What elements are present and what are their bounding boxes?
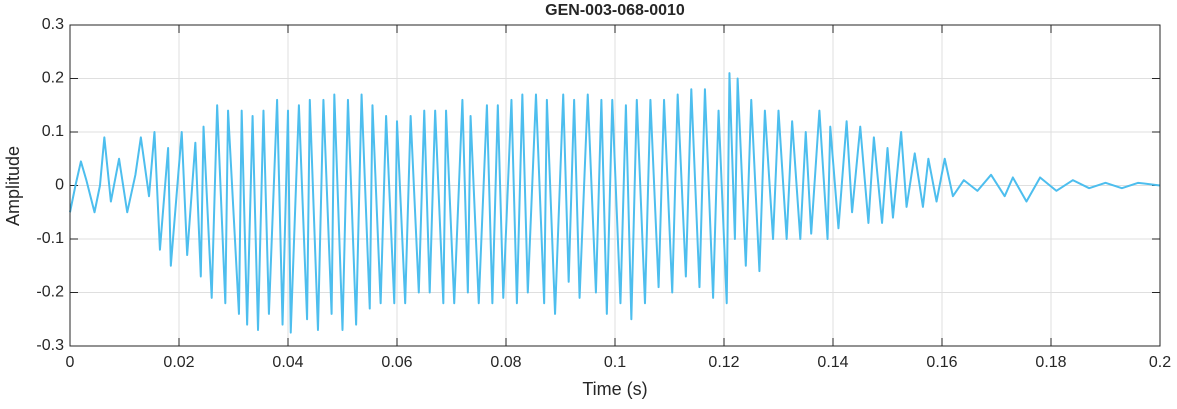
plot-frame — [69, 24, 1161, 347]
y-tick-label: 0.3 — [42, 16, 64, 33]
waveform-line — [69, 72, 1161, 334]
y-tick-label: 0.1 — [42, 123, 64, 140]
x-tick-label: 0.12 — [708, 354, 739, 371]
x-tick-label: 0.02 — [163, 354, 194, 371]
x-tick-label: 0.06 — [381, 354, 412, 371]
chart-title: GEN-003-068-0010 — [545, 2, 685, 19]
y-tick-label: -0.2 — [36, 284, 64, 301]
x-tick-label: 0 — [66, 354, 75, 371]
y-tick-label: -0.3 — [36, 337, 64, 354]
y-axis-label: Amplitude — [3, 146, 23, 226]
x-tick-label: 0.18 — [1035, 354, 1066, 371]
x-tick-label: 0.04 — [272, 354, 303, 371]
y-tick-label: 0 — [55, 177, 64, 194]
x-tick-label: 0.16 — [926, 354, 957, 371]
x-tick-label: 0.14 — [817, 354, 848, 371]
x-tick-label: 0.2 — [1149, 354, 1171, 371]
y-tick-label: -0.1 — [36, 230, 64, 247]
x-tick-label: 0.08 — [490, 354, 521, 371]
x-axis-label: Time (s) — [582, 379, 647, 399]
x-tick-label: 0.1 — [604, 354, 626, 371]
y-tick-label: 0.2 — [42, 70, 64, 87]
